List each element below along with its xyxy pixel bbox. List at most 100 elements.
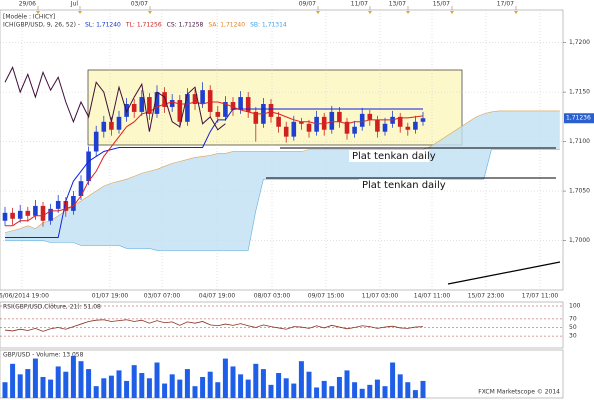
volume-bar xyxy=(367,384,373,398)
candle-body xyxy=(283,126,289,137)
volume-bar xyxy=(397,374,403,398)
volume-bar xyxy=(124,380,130,398)
ichimoku-line xyxy=(5,101,424,227)
annotation-bg xyxy=(359,179,441,191)
candle-body xyxy=(131,103,137,112)
candle-body xyxy=(116,116,122,130)
chart-title: [Modèle : ICHICY] xyxy=(3,14,55,21)
candle-body xyxy=(177,100,183,122)
marker xyxy=(36,11,40,14)
trend-line xyxy=(447,261,561,285)
candle-body xyxy=(10,212,15,219)
candle-body xyxy=(40,205,46,221)
candle-body xyxy=(420,118,426,122)
annotation: Plat tenkan daily xyxy=(362,180,446,191)
volume-bar xyxy=(169,374,175,398)
last-price-label: 1,71236 xyxy=(566,115,591,122)
candle-body xyxy=(329,111,335,130)
volume-bar xyxy=(268,384,274,398)
y-tick-label: 70 xyxy=(569,315,577,322)
candle-body xyxy=(162,92,167,107)
y-tick-label: 100 xyxy=(569,303,581,310)
candle-body xyxy=(207,90,213,112)
volume-bar xyxy=(17,374,23,398)
volume-title: GBP/USD - Volume: 13 058 xyxy=(3,352,84,359)
volume-bar xyxy=(245,379,251,398)
ichimoku-line xyxy=(4,66,226,132)
volume-bar xyxy=(177,379,183,398)
annotation: Plat tenkan daily xyxy=(352,151,436,162)
candle-body xyxy=(139,97,145,112)
volume-bar xyxy=(63,371,69,398)
candle-body xyxy=(78,181,84,197)
marker xyxy=(514,11,518,14)
indicator-header: CS: 1,71258 xyxy=(167,22,204,29)
candle-body xyxy=(86,151,91,182)
candle-body xyxy=(200,90,205,104)
x-tick-label: 26/06/2014 19:00 xyxy=(0,293,49,300)
marker xyxy=(406,11,410,14)
volume-bar xyxy=(192,386,198,398)
candle-body xyxy=(337,111,342,122)
volume-bar xyxy=(230,366,236,398)
candle-body xyxy=(109,121,114,130)
volume-bar xyxy=(162,383,168,398)
volume-bar xyxy=(321,380,327,398)
volume-bar xyxy=(146,378,152,398)
volume-bar xyxy=(184,369,190,398)
candle-body xyxy=(413,121,418,130)
candle-body xyxy=(245,97,251,112)
volume-bar xyxy=(314,387,320,398)
volume-bar xyxy=(222,358,228,398)
candle-body xyxy=(397,116,403,127)
indicator-header: SA: 1,71240 xyxy=(208,22,245,29)
x-top-label: 03/07 xyxy=(131,1,148,8)
volume-bar xyxy=(25,369,31,398)
candle-body xyxy=(268,103,274,117)
marker xyxy=(368,11,372,14)
candle-body xyxy=(101,121,107,132)
last-price-box xyxy=(564,113,594,124)
candle-body xyxy=(276,116,281,127)
x-tick-label: 11/07 03:00 xyxy=(362,293,399,300)
volume-bar xyxy=(276,373,282,398)
candle-body xyxy=(63,200,69,211)
candle-body xyxy=(154,92,160,114)
volume-bar xyxy=(70,355,76,398)
senkou-b xyxy=(5,149,560,251)
candle-body xyxy=(299,121,304,124)
candle-body xyxy=(375,119,380,132)
x-top-label: 13/07 xyxy=(389,1,406,8)
x-tick-label: 17/07 11:00 xyxy=(522,293,559,300)
x-tick-label: 15/07 23:00 xyxy=(468,293,505,300)
candle-body xyxy=(344,121,350,134)
candle-body xyxy=(306,123,312,132)
volume-bar xyxy=(78,361,84,398)
volume-bar xyxy=(139,373,145,398)
x-top-label: 09/07 xyxy=(299,1,316,8)
indicator-header: SB: 1,71314 xyxy=(250,22,287,29)
x-tick-label: 09/07 15:00 xyxy=(308,293,345,300)
candle-body xyxy=(359,113,365,127)
marker xyxy=(450,11,454,14)
y-tick-label: 1,7050 xyxy=(569,188,590,195)
volume-bar xyxy=(131,365,137,398)
senkou-a xyxy=(4,110,560,233)
candle-body xyxy=(48,208,53,221)
candle-body xyxy=(215,111,221,117)
volume-bar xyxy=(359,388,365,398)
x-top-label: Jul xyxy=(70,1,79,8)
volume-bar xyxy=(253,363,259,398)
volume-bar xyxy=(352,382,358,398)
y-tick-label: 30 xyxy=(569,333,577,340)
candle-body xyxy=(93,131,99,152)
volume-bar xyxy=(291,383,297,398)
rsi-title: RSI(GBP/USD,Clôture, 21): 51,08 xyxy=(3,304,101,311)
candle-body xyxy=(55,200,61,209)
y-tick-label: 50 xyxy=(569,324,577,331)
candle-body xyxy=(223,102,228,117)
ichimoku-line xyxy=(5,108,423,239)
volume-bar xyxy=(283,378,289,398)
cloud xyxy=(5,110,560,251)
